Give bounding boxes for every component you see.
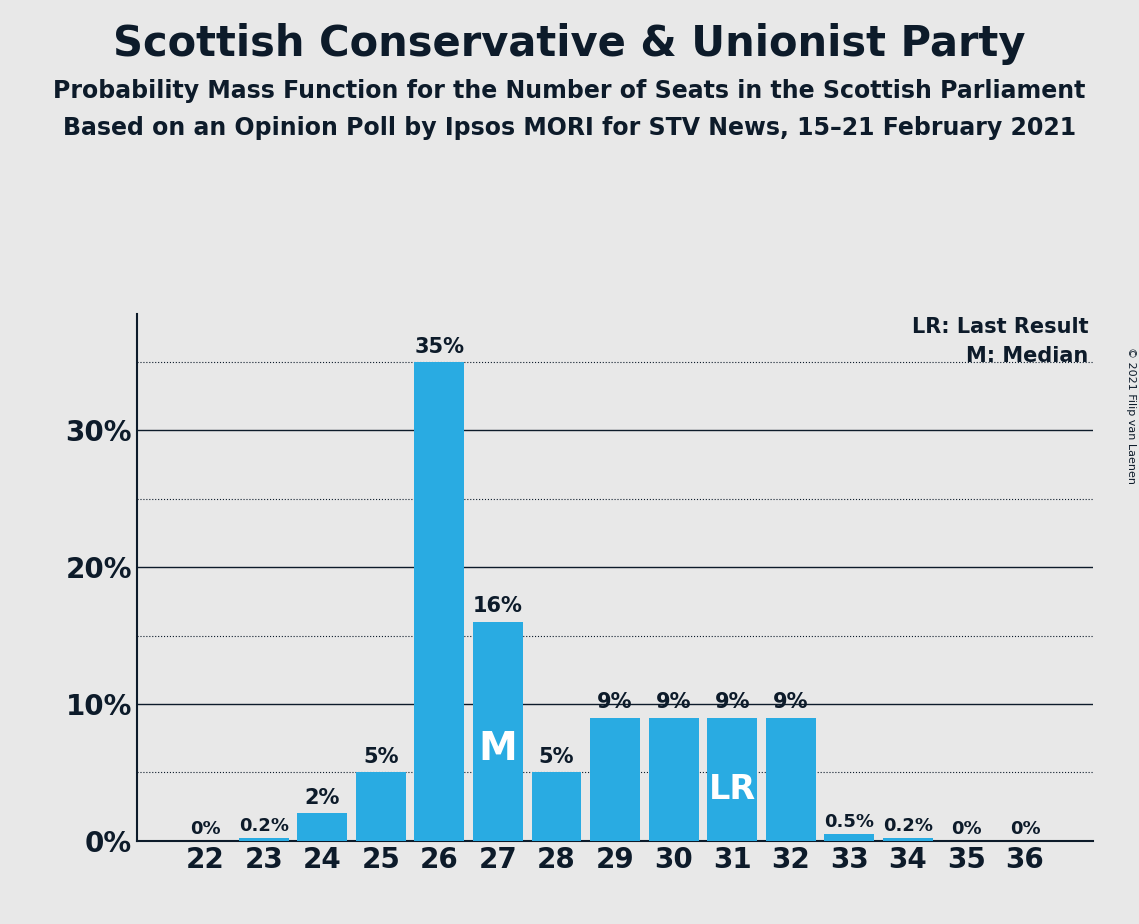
- Bar: [355, 772, 405, 841]
- Text: 0%: 0%: [190, 821, 220, 838]
- Text: LR: Last Result: LR: Last Result: [912, 317, 1089, 336]
- Text: 0%: 0%: [1010, 821, 1040, 838]
- Bar: [883, 838, 933, 841]
- Text: 0.2%: 0.2%: [883, 818, 933, 835]
- Text: M: Median: M: Median: [966, 346, 1089, 366]
- Text: 0.2%: 0.2%: [239, 818, 288, 835]
- Text: © 2021 Filip van Laenen: © 2021 Filip van Laenen: [1126, 347, 1136, 484]
- Text: 0.5%: 0.5%: [825, 813, 875, 832]
- Text: 9%: 9%: [656, 692, 691, 712]
- Bar: [239, 838, 288, 841]
- Text: 0%: 0%: [951, 821, 982, 838]
- Text: 9%: 9%: [597, 692, 633, 712]
- Bar: [297, 813, 347, 841]
- Text: Scottish Conservative & Unionist Party: Scottish Conservative & Unionist Party: [113, 23, 1026, 65]
- Bar: [825, 834, 875, 841]
- Text: Based on an Opinion Poll by Ipsos MORI for STV News, 15–21 February 2021: Based on an Opinion Poll by Ipsos MORI f…: [63, 116, 1076, 140]
- Text: Probability Mass Function for the Number of Seats in the Scottish Parliament: Probability Mass Function for the Number…: [54, 79, 1085, 103]
- Text: 35%: 35%: [415, 336, 465, 357]
- Bar: [765, 718, 816, 841]
- Text: 5%: 5%: [539, 747, 574, 767]
- Bar: [649, 718, 698, 841]
- Bar: [532, 772, 581, 841]
- Text: 16%: 16%: [473, 597, 523, 616]
- Text: 5%: 5%: [363, 747, 399, 767]
- Bar: [473, 622, 523, 841]
- Text: M: M: [478, 730, 517, 768]
- Bar: [707, 718, 757, 841]
- Text: 9%: 9%: [773, 692, 809, 712]
- Bar: [590, 718, 640, 841]
- Text: 9%: 9%: [714, 692, 749, 712]
- Text: 2%: 2%: [304, 788, 339, 808]
- Text: LR: LR: [708, 772, 756, 806]
- Bar: [415, 362, 465, 841]
